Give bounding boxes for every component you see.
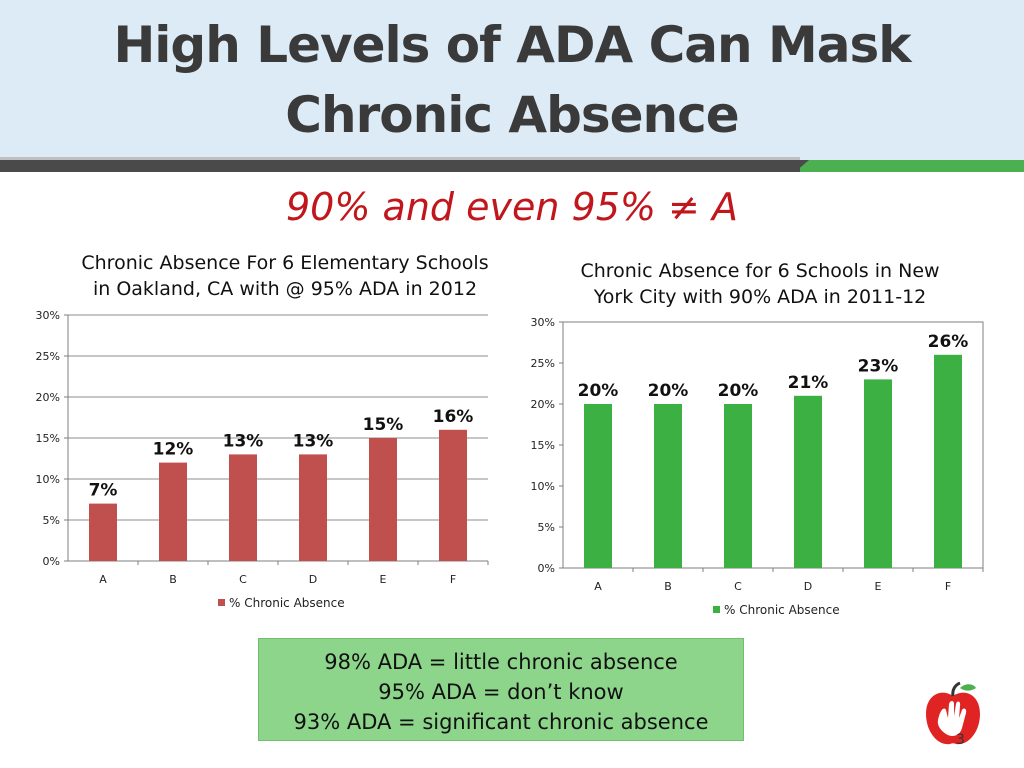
chart2-bar-A (584, 404, 612, 568)
chart2-title-line2: York City with 90% ADA in 2011-12 (593, 286, 927, 308)
chart2-nyc: 0% 5% 10% 15% 20% 25% 30% 20% A 20% B 20% C 21% D 23% E 2… (531, 316, 984, 617)
chart1-data-label: 15% (363, 415, 404, 435)
chart2-xtick-label: C (734, 580, 742, 593)
chart2-bar-B (654, 404, 682, 568)
chart2-ytick-label: 30% (531, 316, 555, 329)
chart1-title-line1: Chronic Absence For 6 Elementary Schools (81, 252, 489, 274)
chart1-bar-C (229, 454, 257, 561)
chart1-data-label: 13% (293, 431, 334, 451)
chart1-xtick-label: B (169, 573, 177, 586)
divider-highlight (0, 157, 800, 161)
chart2-bar-F (934, 354, 962, 568)
chart1-title-line2: in Oakland, CA with @ 95% ADA in 2012 (92, 278, 478, 300)
summary-line: 95% ADA = don’t know (378, 680, 624, 704)
slide-title-line2: Chronic Absence (285, 86, 739, 144)
chart2-ytick-label: 20% (531, 398, 555, 411)
chart2-plot-frame (562, 321, 984, 569)
chart2-data-label: 20% (718, 381, 759, 401)
chart2-ytick-label: 0% (538, 562, 555, 575)
header-band (0, 0, 1024, 160)
chart1-bar-A (89, 503, 117, 561)
chart2-ytick-label: 10% (531, 480, 555, 493)
divider-notch (795, 160, 809, 172)
chart2-xtick-label: D (804, 580, 812, 593)
chart1-xtick-label: F (450, 573, 456, 586)
chart2-ytick-label: 25% (531, 357, 555, 370)
chart1-xtick-label: A (99, 573, 107, 586)
apple-logo-icon: 3 (926, 681, 980, 748)
chart2-xtick-label: E (875, 580, 882, 593)
chart1-legend-swatch (218, 599, 225, 606)
chart2-title-line1: Chronic Absence for 6 Schools in New (580, 260, 940, 282)
slide-title-line1: High Levels of ADA Can Mask (113, 16, 911, 74)
chart1-ytick-label: 0% (43, 555, 60, 568)
summary-line: 98% ADA = little chronic absence (324, 650, 678, 674)
chart2-title: Chronic Absence for 6 Schools in New Yor… (545, 258, 975, 310)
chart2-data-label: 26% (928, 332, 969, 352)
chart2-data-label: 23% (858, 356, 899, 376)
divider-band (0, 160, 810, 172)
slide-subtitle: 90% and even 95% ≠ A (286, 185, 738, 229)
chart2-bar-E (864, 379, 892, 568)
chart2-legend-swatch (713, 606, 720, 613)
chart1-ytick-label: 10% (36, 473, 60, 486)
page-number: 3 (956, 732, 965, 748)
chart2-data-label: 20% (648, 381, 689, 401)
chart1-bar-D (299, 454, 327, 561)
chart2-xtick-label: B (664, 580, 672, 593)
chart2-data-label: 20% (578, 381, 619, 401)
chart2-ytick-label: 15% (531, 439, 555, 452)
summary-line: 93% ADA = significant chronic absence (293, 710, 709, 734)
chart1-ytick-label: 5% (43, 514, 60, 527)
chart1-bar-F (439, 429, 467, 561)
chart1-data-label: 12% (153, 440, 194, 460)
chart1-data-label: 16% (433, 407, 474, 427)
chart1-xtick-label: C (239, 573, 247, 586)
chart1-ytick-label: 30% (36, 309, 60, 322)
chart1-xtick-label: D (309, 573, 317, 586)
chart1-ytick-label: 20% (36, 391, 60, 404)
divider-accent (800, 160, 1024, 172)
chart2-xtick-label: F (945, 580, 951, 593)
chart1-oakland: 0% 5% 10% 15% 20% 25% 30% 7% A 12% B 13% C 13% D 15% E 16… (36, 309, 489, 610)
chart1-ytick-label: 25% (36, 350, 60, 363)
chart2-xtick-label: A (594, 580, 602, 593)
chart2-legend-label: % Chronic Absence (724, 603, 840, 617)
chart1-legend-label: % Chronic Absence (229, 596, 345, 610)
slide-title: High Levels of ADA Can Mask Chronic Abse… (0, 10, 1024, 150)
chart2-ytick-label: 5% (538, 521, 555, 534)
chart1-xtick-label: E (380, 573, 387, 586)
chart2-bar-D (794, 395, 822, 568)
chart1-bar-E (369, 438, 397, 561)
chart1-data-label: 13% (223, 431, 264, 451)
chart2-data-label: 21% (788, 373, 829, 393)
chart1-ytick-label: 15% (36, 432, 60, 445)
chart1-data-label: 7% (89, 481, 118, 501)
chart2-bar-C (724, 404, 752, 568)
summary-box: 98% ADA = little chronic absence 95% ADA… (258, 638, 744, 741)
chart1-bar-B (159, 462, 187, 561)
chart1-title: Chronic Absence For 6 Elementary Schools… (60, 250, 510, 302)
